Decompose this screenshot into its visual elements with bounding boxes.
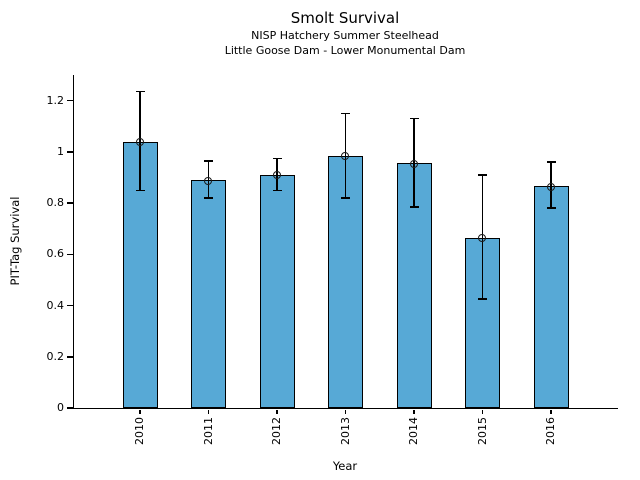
- error-bar-cap-bottom: [546, 207, 556, 209]
- error-bar-cap-top: [546, 161, 556, 163]
- x-tick-label: 2011: [201, 417, 215, 445]
- error-bar-cap-bottom: [409, 206, 419, 208]
- error-bar-cap-top: [135, 90, 145, 93]
- data-point-marker: [546, 182, 555, 191]
- x-tick-mark: [207, 409, 210, 414]
- y-tick-mark: [66, 253, 73, 256]
- bar: [191, 180, 226, 408]
- y-tick-mark: [66, 202, 73, 204]
- bar: [465, 237, 500, 408]
- error-bar-cap-top: [478, 174, 487, 176]
- y-tick-mark: [66, 407, 73, 409]
- chart-subtitle-line1: NISP Hatchery Summer Steelhead: [251, 29, 439, 42]
- x-tick-mark: [344, 409, 347, 414]
- error-bar-cap-bottom: [204, 197, 213, 199]
- error-bar-cap-bottom: [135, 189, 145, 192]
- data-point-marker: [272, 171, 281, 180]
- data-point-marker: [135, 138, 144, 147]
- plot-area: 0 0.2 0.4 0.6 0.8 1 1.2 2010 2011 2012 2013 2014 201…: [47, 75, 618, 445]
- y-tick-mark: [66, 304, 73, 307]
- x-tick-label: 2015: [475, 417, 489, 445]
- chart-title: Smolt Survival: [290, 9, 400, 27]
- y-tick-label: 0.8: [46, 196, 65, 210]
- error-bar-cap-top: [272, 157, 282, 159]
- y-tick-label: 0.2: [46, 349, 65, 363]
- data-point-marker: [204, 176, 212, 185]
- y-axis-label: PIT-Tag Survival: [8, 196, 22, 286]
- x-tick-label: 2016: [544, 417, 557, 445]
- y-tick-label: 0.6: [46, 247, 65, 261]
- data-point-marker: [409, 159, 418, 168]
- x-axis-label: Year: [332, 459, 358, 473]
- chart-subtitle-line2: Little Goose Dam - Lower Monumental Dam: [224, 44, 466, 57]
- bar: [533, 186, 569, 408]
- y-tick-mark: [66, 151, 73, 153]
- x-tick-mark: [276, 409, 278, 414]
- y-tick-label: 1.2: [46, 93, 65, 107]
- x-tick-label: 2012: [270, 417, 283, 445]
- y-tick-label: 0.4: [46, 298, 65, 312]
- x-tick-mark: [413, 409, 415, 414]
- y-tick-mark: [66, 356, 73, 358]
- x-tick-label: 2014: [407, 417, 420, 445]
- x-tick-label: 2010: [133, 417, 146, 445]
- data-point-marker: [478, 234, 486, 243]
- data-point-marker: [341, 152, 349, 161]
- y-tick-label: 1: [57, 144, 64, 158]
- x-tick-mark: [550, 409, 552, 414]
- y-tick-label: 0: [57, 401, 64, 414]
- error-bar-cap-bottom: [478, 298, 487, 300]
- bar: [259, 174, 295, 408]
- error-bar-cap-bottom: [341, 197, 350, 199]
- x-tick-mark: [139, 409, 141, 414]
- error-bar-cap-bottom: [272, 189, 282, 192]
- error-bar-cap-top: [341, 112, 350, 115]
- y-tick-mark: [66, 99, 73, 102]
- chart-header: Smolt Survival NISP Hatchery Summer Stee…: [73, 8, 617, 58]
- error-bar-cap-top: [409, 117, 419, 120]
- error-bar-cap-top: [204, 160, 213, 162]
- x-tick-label: 2013: [338, 417, 352, 445]
- x-tick-mark: [481, 409, 484, 414]
